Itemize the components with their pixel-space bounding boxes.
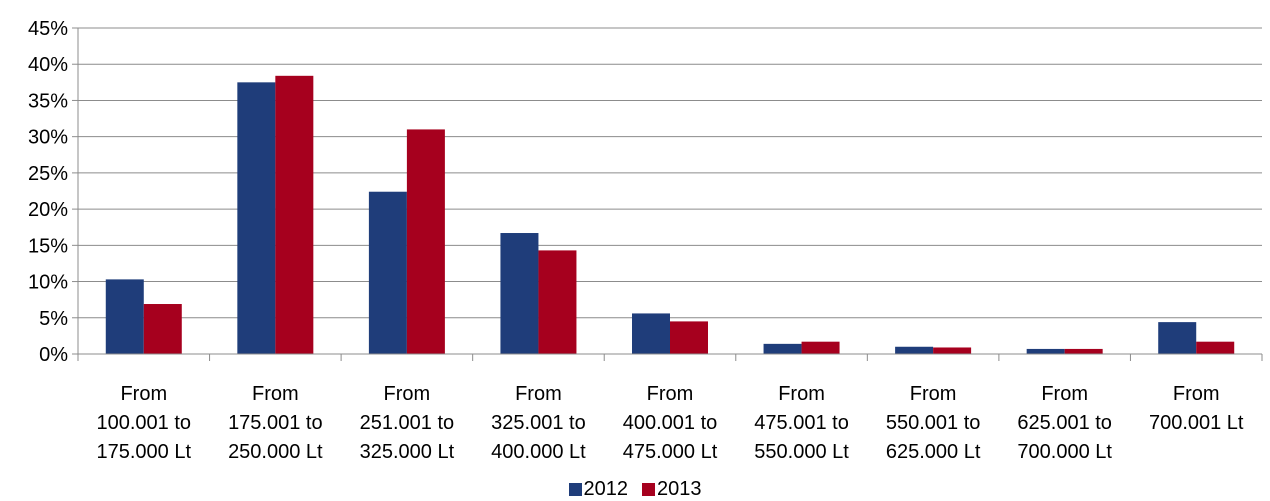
x-tick-label: From 100.001 to 175.000 Lt xyxy=(97,383,192,463)
x-tick-label: From 325.001 to 400.000 Lt xyxy=(491,383,586,463)
bar-2012-4 xyxy=(632,313,670,354)
x-tick-label: From 550.001 to 625.000 Lt xyxy=(886,383,981,463)
x-tick-label-line: 400.000 Lt xyxy=(491,441,586,463)
bar-2012-8 xyxy=(1158,322,1197,354)
x-tick-label-line: 475.000 Lt xyxy=(623,441,718,463)
y-tick-label: 45% xyxy=(28,18,68,40)
bar-2012-3 xyxy=(500,233,539,354)
x-tick-label: From 251.001 to 325.000 Lt xyxy=(360,383,455,463)
y-tick-label: 0% xyxy=(39,344,68,366)
bar-2012-6 xyxy=(895,346,934,354)
x-tick-label: From 475.001 to 550.000 Lt xyxy=(754,383,849,463)
x-tick-label-line: 175.001 to xyxy=(228,412,323,434)
bar-2013-3 xyxy=(538,250,577,354)
legend-item-2012: 2012 xyxy=(568,477,629,501)
bar-2013-6 xyxy=(933,347,972,354)
x-tick-label: From 175.001 to 250.000 Lt xyxy=(228,383,323,463)
x-tick-label-line: 625.000 Lt xyxy=(886,441,981,463)
x-tick-label-line: From xyxy=(1173,383,1220,405)
x-tick-label-line: 100.001 to xyxy=(97,412,192,434)
legend-label-2012: 2012 xyxy=(583,477,629,500)
x-tick-label-line: From xyxy=(252,383,299,405)
y-tick-label: 30% xyxy=(28,127,68,149)
x-tick-label-line: 550.001 to xyxy=(886,412,981,434)
bar-chart: 0% 5% 10% 15% 20% 25% 30% 35% 40% 45% From 100.001 … xyxy=(28,18,1263,463)
y-tick-label: 25% xyxy=(28,163,68,185)
legend-label-2013: 2013 xyxy=(657,477,702,500)
x-tick-label-line: From xyxy=(778,383,825,405)
bar-2013-7 xyxy=(1064,348,1103,354)
x-tick-label-line: 251.001 to xyxy=(360,412,455,434)
x-tick-label-line: 700.001 Lt xyxy=(1149,412,1244,434)
y-tick-label: 40% xyxy=(28,54,68,76)
x-tick-label-line: 550.000 Lt xyxy=(754,441,849,463)
x-tick-label: From 700.001 Lt xyxy=(1149,383,1244,434)
x-tick-label-line: 475.001 to xyxy=(754,412,849,434)
bar-2013-5 xyxy=(801,341,840,354)
x-tick-label-line: 175.000 Lt xyxy=(97,441,192,463)
x-tick-label-line: 325.001 to xyxy=(491,412,586,434)
x-tick-label-line: From xyxy=(910,383,957,405)
x-tick-label-line: From xyxy=(384,383,431,405)
bar-2012-7 xyxy=(1026,348,1065,354)
y-tick-label: 20% xyxy=(28,199,68,221)
bar-2012-2 xyxy=(368,191,407,354)
x-tick-label-line: 400.001 to xyxy=(623,412,718,434)
bar-2013-0 xyxy=(143,304,182,354)
bar-2012-1 xyxy=(237,82,276,354)
bar-2012-0 xyxy=(105,279,144,354)
x-tick-label-line: From xyxy=(1041,383,1088,405)
y-tick-label: 15% xyxy=(28,235,68,257)
bar-2013-8 xyxy=(1196,341,1235,354)
x-tick-label-line: From xyxy=(120,383,167,405)
y-tick-label: 10% xyxy=(28,272,68,294)
legend-item-2013: 2013 xyxy=(642,478,702,501)
legend-swatch-2012 xyxy=(568,482,582,496)
x-tick-label-line: 325.000 Lt xyxy=(360,441,455,463)
x-tick-label-line: 625.001 to xyxy=(1017,412,1112,434)
legend: 2012 2013 xyxy=(0,478,1270,500)
x-tick-label: From 625.001 to 700.000 Lt xyxy=(1017,383,1112,463)
x-tick-label-line: From xyxy=(647,383,694,405)
bar-2013-4 xyxy=(670,321,708,354)
bar-2012-5 xyxy=(763,343,802,354)
y-tick-label: 35% xyxy=(28,90,68,112)
x-tick-label-line: 250.000 Lt xyxy=(228,441,323,463)
y-tick-label: 5% xyxy=(39,308,68,330)
x-tick-label: From 400.001 to 475.000 Lt xyxy=(623,383,718,463)
bar-2013-2 xyxy=(406,129,445,354)
bar-2013-1 xyxy=(275,75,314,355)
legend-swatch-2013 xyxy=(642,482,655,496)
x-tick-label-line: 700.000 Lt xyxy=(1017,441,1112,463)
x-tick-label-line: From xyxy=(515,383,562,405)
